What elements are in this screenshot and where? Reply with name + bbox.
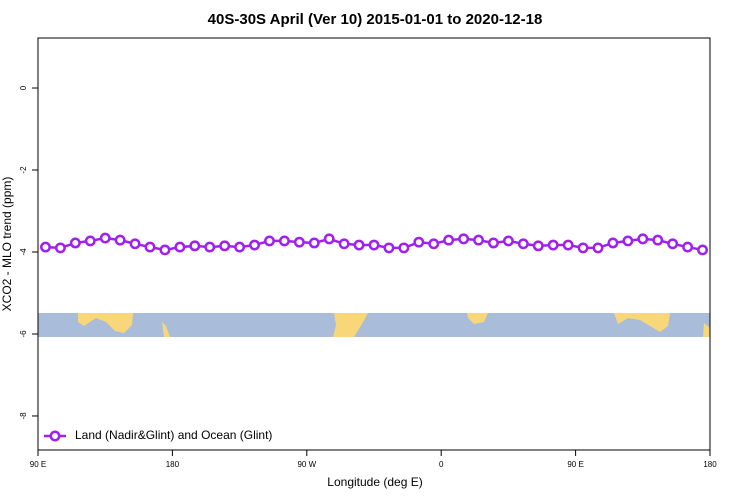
data-point [189,240,201,252]
data-point [443,234,455,246]
data-point [264,235,275,247]
data-point [368,239,380,251]
data-point [398,242,410,254]
data-point [697,244,708,256]
y-tick-label: -6 [19,330,28,338]
data-point [234,241,246,253]
legend-marker [49,430,61,442]
x-tick-label: 180 [703,460,717,469]
x-tick-label: 180 [166,460,180,469]
x-tick-label: 0 [439,460,444,469]
plot-frame [37,37,711,451]
data-point [413,236,425,248]
data-point [54,242,66,254]
data-point [129,238,141,250]
data-point [547,239,559,251]
chart-title: 40S-30S April (Ver 10) 2015-01-01 to 202… [208,11,543,28]
data-point [592,242,604,254]
data-point [682,241,694,253]
data-point [383,242,395,254]
data-point [219,240,231,252]
data-point [159,244,171,256]
data-point [278,235,290,247]
data-point [652,234,664,246]
data-point [323,233,335,245]
data-point [532,240,544,252]
data-point [204,241,216,253]
data-point [458,233,470,245]
data-point [607,237,619,249]
data-point [174,241,186,253]
y-tick-label: -8 [19,412,28,420]
data-point [488,237,499,249]
x-tick-label: 90 W [297,460,316,469]
data-point [353,239,365,251]
data-point [667,238,679,250]
data-point [562,239,574,251]
legend-label: Land (Nadir&Glint) and Ocean (Glint) [75,428,272,442]
data-point [144,241,156,253]
y-axis-label: XCO2 - MLO trend (ppm) [0,177,14,312]
y-tick-label: -4 [19,248,28,256]
x-axis-label: Longitude (deg E) [327,475,422,489]
data-point [338,238,350,250]
data-point [637,233,649,245]
data-point [428,238,440,250]
data-point [502,235,514,247]
data-point [84,235,96,247]
map-strip [38,313,710,337]
data-point [622,235,634,247]
data-point [40,241,51,253]
y-tick-label: -2 [19,166,28,174]
y-tick-label: 0 [19,85,28,90]
x-tick-label: 90 E [30,460,46,469]
data-point [114,234,126,246]
data-point [577,242,589,254]
data-point [308,237,320,249]
x-tick-label: 90 E [567,460,583,469]
data-point [249,239,260,251]
data-point [99,232,111,244]
data-point [517,238,529,250]
data-point [293,236,305,248]
data-point [473,234,484,246]
data-point [69,237,81,249]
